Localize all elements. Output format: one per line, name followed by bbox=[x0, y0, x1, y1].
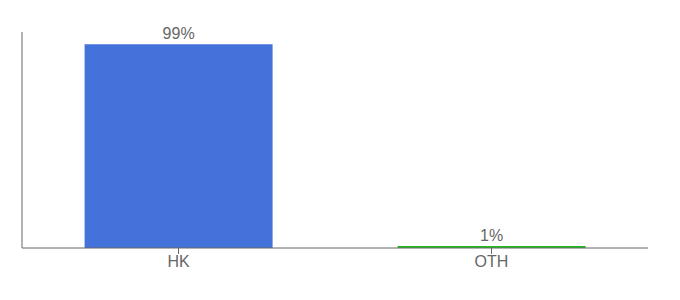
svg-text:OTH: OTH bbox=[475, 253, 509, 270]
svg-text:HK: HK bbox=[167, 253, 190, 270]
svg-text:1%: 1% bbox=[480, 227, 503, 244]
svg-text:99%: 99% bbox=[163, 25, 195, 42]
